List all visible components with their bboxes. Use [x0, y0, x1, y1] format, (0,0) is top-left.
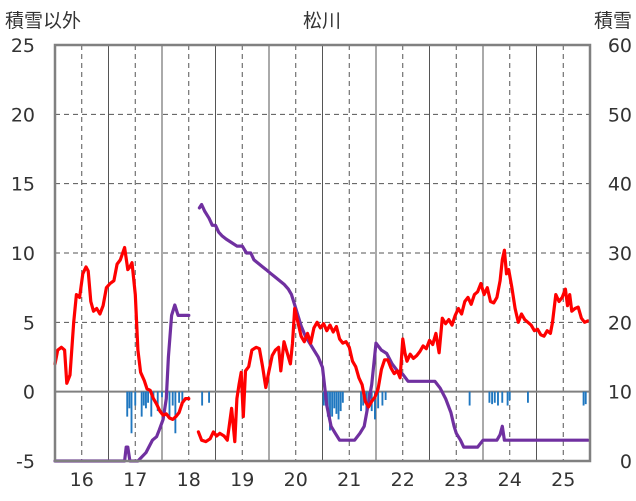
right-tick-label: 60: [608, 35, 632, 57]
precipitation-bar: [584, 391, 587, 405]
plot-frame: [53, 43, 592, 463]
precipitation-bar: [582, 391, 585, 406]
left-tick-label: 0: [23, 382, 35, 404]
precipitation-bar: [501, 391, 504, 403]
x-tick-label: 25: [551, 469, 575, 491]
precipitation-bar: [150, 391, 153, 417]
left-tick-label: 5: [23, 312, 35, 334]
precipitation-bar: [468, 391, 471, 406]
precipitation-bar: [156, 391, 159, 412]
precipitation-bar: [147, 391, 150, 403]
x-tick-label: 19: [230, 469, 254, 491]
left-tick-label: 25: [11, 35, 35, 57]
x-tick-label: 22: [391, 469, 415, 491]
precipitation-bar: [208, 391, 211, 403]
precipitation-bar: [171, 391, 174, 406]
precipitation-bar: [128, 391, 131, 409]
left-tick-label: 15: [11, 174, 35, 196]
precipitation-bar: [527, 391, 529, 403]
precipitation-bar: [130, 391, 133, 434]
x-tick-label: 21: [337, 469, 361, 491]
precipitation-bar: [161, 391, 163, 398]
right-tick-label: 30: [608, 243, 632, 265]
x-tick-label: 17: [123, 469, 147, 491]
precipitation-bar: [140, 391, 143, 417]
precipitation-bar: [337, 391, 340, 420]
precipitation-bars: [126, 391, 587, 434]
precipitation-bar: [377, 391, 380, 409]
x-tick-label: 20: [284, 469, 308, 491]
precipitation-bar: [181, 391, 184, 406]
x-tick-label: 16: [70, 469, 94, 491]
left-tick-label: 20: [11, 104, 35, 126]
right-tick-label: 20: [608, 312, 632, 334]
precipitation-bar: [145, 391, 147, 409]
precipitation-bar: [322, 391, 325, 406]
precipitation-bar: [142, 391, 145, 406]
chart-title: 松川: [303, 10, 341, 32]
left-tick-label: 10: [11, 243, 35, 265]
precipitation-bar: [373, 391, 376, 420]
x-tick-label: 24: [498, 469, 522, 491]
right-tick-label: 40: [608, 174, 632, 196]
precipitation-bar: [134, 391, 137, 406]
left-axis-label: 積雪以外: [5, 10, 81, 32]
precipitation-bar: [497, 391, 499, 406]
precipitation-bar: [331, 391, 334, 417]
precipitation-bar: [168, 391, 171, 417]
precipitation-bar: [508, 391, 511, 400]
precipitation-bar: [339, 391, 342, 412]
right-tick-label: 10: [608, 382, 632, 404]
precipitation-bar: [491, 391, 494, 405]
precipitation-bar: [178, 391, 181, 403]
precipitation-bar: [493, 391, 496, 403]
precipitation-bar: [333, 391, 336, 409]
precipitation-bar: [329, 391, 331, 431]
precipitation-bar: [488, 391, 491, 403]
precipitation-bar: [126, 391, 129, 417]
precipitation-bar: [506, 391, 509, 406]
left-tick-label: -5: [16, 451, 35, 473]
precipitation-bar: [335, 391, 338, 414]
precipitation-bar: [174, 391, 177, 434]
right-tick-label: 50: [608, 104, 632, 126]
x-tick-label: 23: [444, 469, 468, 491]
right-tick-label: 0: [620, 451, 632, 473]
series-lines: [53, 202, 590, 463]
precipitation-bar: [341, 391, 344, 403]
snow-depth-line: [53, 202, 590, 463]
precipitation-bar: [384, 391, 387, 400]
x-tick-label: 18: [177, 469, 201, 491]
precipitation-bar: [201, 391, 204, 406]
precipitation-bar: [360, 391, 362, 412]
temperature-line: [53, 245, 590, 444]
precipitation-bar: [381, 391, 384, 406]
right-axis-label: 積雪: [594, 10, 632, 32]
